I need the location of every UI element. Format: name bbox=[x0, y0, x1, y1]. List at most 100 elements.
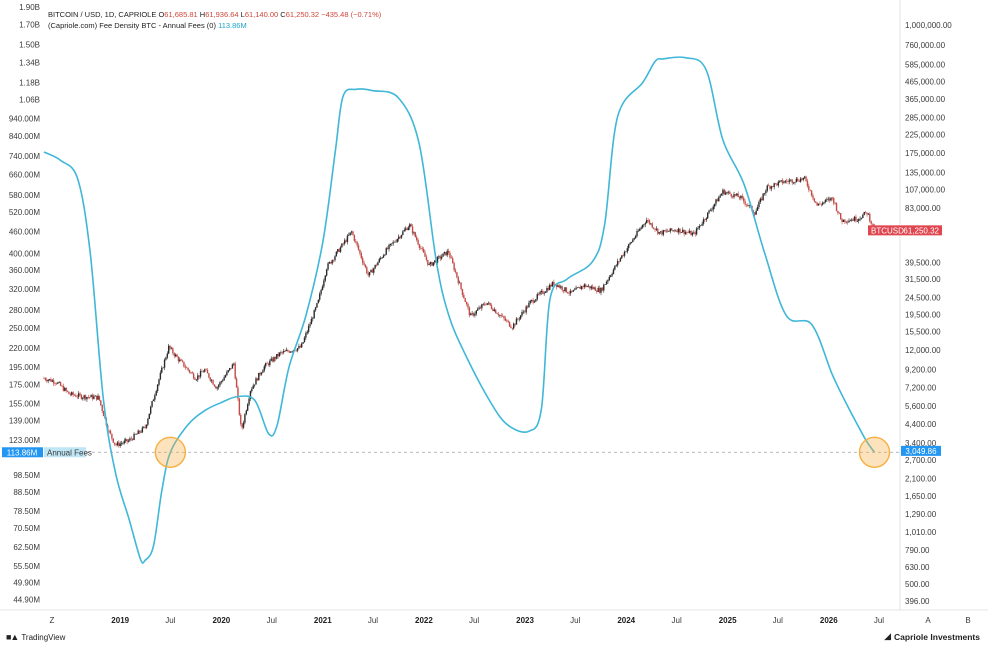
candle-body bbox=[119, 443, 121, 446]
candle-body bbox=[543, 292, 545, 294]
candle-body bbox=[526, 306, 529, 308]
tradingview-brand[interactable]: ■▲ TradingView bbox=[6, 632, 65, 642]
candle-body bbox=[163, 359, 166, 368]
candle-body bbox=[46, 379, 48, 382]
candle-body bbox=[79, 393, 81, 395]
candle-body bbox=[126, 439, 128, 442]
right-tick-label: 83,000.00 bbox=[905, 204, 941, 213]
candle-body bbox=[636, 230, 638, 237]
candle-body bbox=[619, 258, 622, 262]
right-tick-label: 12,000.00 bbox=[905, 346, 941, 355]
left-tick-label: 123.00M bbox=[9, 436, 40, 445]
candle-body bbox=[474, 313, 476, 316]
candle-body bbox=[111, 433, 113, 439]
candle-body bbox=[736, 193, 738, 196]
legend-symbol: BITCOIN / USD, 1D, CAPRIOLE bbox=[48, 10, 157, 19]
candle-body bbox=[641, 225, 644, 228]
candle-body bbox=[161, 367, 163, 373]
btcusd-badge-name: BTCUSD bbox=[871, 226, 904, 235]
candle-body bbox=[539, 292, 541, 295]
candle-body bbox=[223, 377, 225, 381]
x-tick-label: 2023 bbox=[516, 616, 534, 625]
candle-body bbox=[604, 284, 606, 285]
candle-body bbox=[669, 228, 671, 232]
candle-body bbox=[355, 240, 357, 242]
candle-body bbox=[370, 269, 372, 273]
candle-body bbox=[522, 311, 525, 313]
candle-body bbox=[115, 444, 117, 446]
candle-body bbox=[83, 395, 85, 398]
right-axis: 1,000,000.00 760,000.00 585,000.00 465,000.… bbox=[905, 21, 952, 606]
candle-body bbox=[623, 251, 626, 256]
candle-body bbox=[251, 388, 253, 392]
candle-body bbox=[176, 354, 178, 357]
candle-body bbox=[274, 357, 277, 359]
legend-open: 61,685.81 bbox=[164, 10, 198, 19]
candle-body bbox=[418, 244, 421, 248]
candle-body bbox=[578, 286, 580, 288]
candle-body bbox=[97, 395, 99, 400]
left-fees-badge bbox=[2, 447, 43, 458]
candle-body bbox=[64, 387, 66, 391]
capriole-label: Capriole Investments bbox=[894, 631, 980, 642]
candle-body bbox=[706, 212, 709, 219]
legend-symbol-line: BITCOIN / USD, 1D, CAPRIOLE O61,685.81 H… bbox=[48, 9, 381, 20]
candle-body bbox=[611, 273, 613, 276]
z-label[interactable]: Z bbox=[50, 616, 55, 625]
candle-body bbox=[517, 318, 519, 320]
candle-body bbox=[80, 394, 83, 399]
candle-body bbox=[201, 371, 203, 372]
candle-body bbox=[402, 231, 404, 236]
candle-body bbox=[149, 406, 152, 414]
candle-body bbox=[208, 373, 210, 378]
candle-body bbox=[159, 372, 162, 380]
candle-body bbox=[458, 282, 461, 284]
candle-body bbox=[557, 285, 559, 287]
candle-body bbox=[871, 223, 874, 225]
candle-body bbox=[846, 221, 849, 223]
left-tick-label: 49.90M bbox=[13, 579, 40, 588]
candle-body bbox=[607, 279, 609, 282]
candle-body bbox=[544, 291, 547, 293]
legend-indicator[interactable]: (Capriole.com) Fee Density BTC - Annual … bbox=[48, 21, 216, 30]
candle-body bbox=[241, 423, 243, 428]
x-tick-label: 2026 bbox=[820, 616, 838, 625]
b-label[interactable]: B bbox=[965, 616, 970, 625]
candle-body bbox=[391, 243, 393, 245]
candle-body bbox=[518, 318, 520, 320]
candle-body bbox=[219, 382, 221, 386]
candle-body bbox=[452, 258, 454, 264]
right-tick-label: 9,200.00 bbox=[905, 366, 937, 375]
legend-high: 61,936.64 bbox=[205, 10, 239, 19]
candle-body bbox=[298, 346, 300, 349]
candle-body bbox=[258, 372, 260, 381]
candle-body bbox=[209, 377, 211, 381]
candle-body bbox=[234, 363, 236, 379]
candle-body bbox=[50, 379, 52, 382]
candle-body bbox=[567, 292, 569, 294]
candle-body bbox=[198, 375, 200, 377]
candle-body bbox=[776, 183, 778, 186]
candle-body bbox=[165, 357, 167, 360]
candle-body bbox=[226, 371, 228, 376]
candle-body bbox=[733, 194, 735, 198]
a-label[interactable]: A bbox=[925, 616, 931, 625]
candle-body bbox=[158, 379, 160, 385]
candle-body bbox=[216, 387, 218, 389]
candle-body bbox=[634, 236, 637, 239]
candle-body bbox=[701, 223, 703, 226]
candle-body bbox=[270, 358, 272, 361]
candle-body bbox=[651, 223, 653, 228]
candle-body bbox=[506, 320, 508, 322]
candle-body bbox=[820, 204, 823, 205]
candle-body bbox=[615, 265, 617, 266]
candle-body bbox=[658, 232, 660, 234]
candle-body bbox=[738, 197, 741, 199]
candle-body bbox=[561, 286, 563, 291]
candle-body bbox=[762, 193, 764, 201]
candle-body bbox=[482, 303, 484, 305]
legend-close-label: C bbox=[280, 10, 286, 19]
candle-body bbox=[823, 201, 825, 203]
candle-body bbox=[580, 286, 583, 289]
candle-body bbox=[802, 177, 804, 180]
